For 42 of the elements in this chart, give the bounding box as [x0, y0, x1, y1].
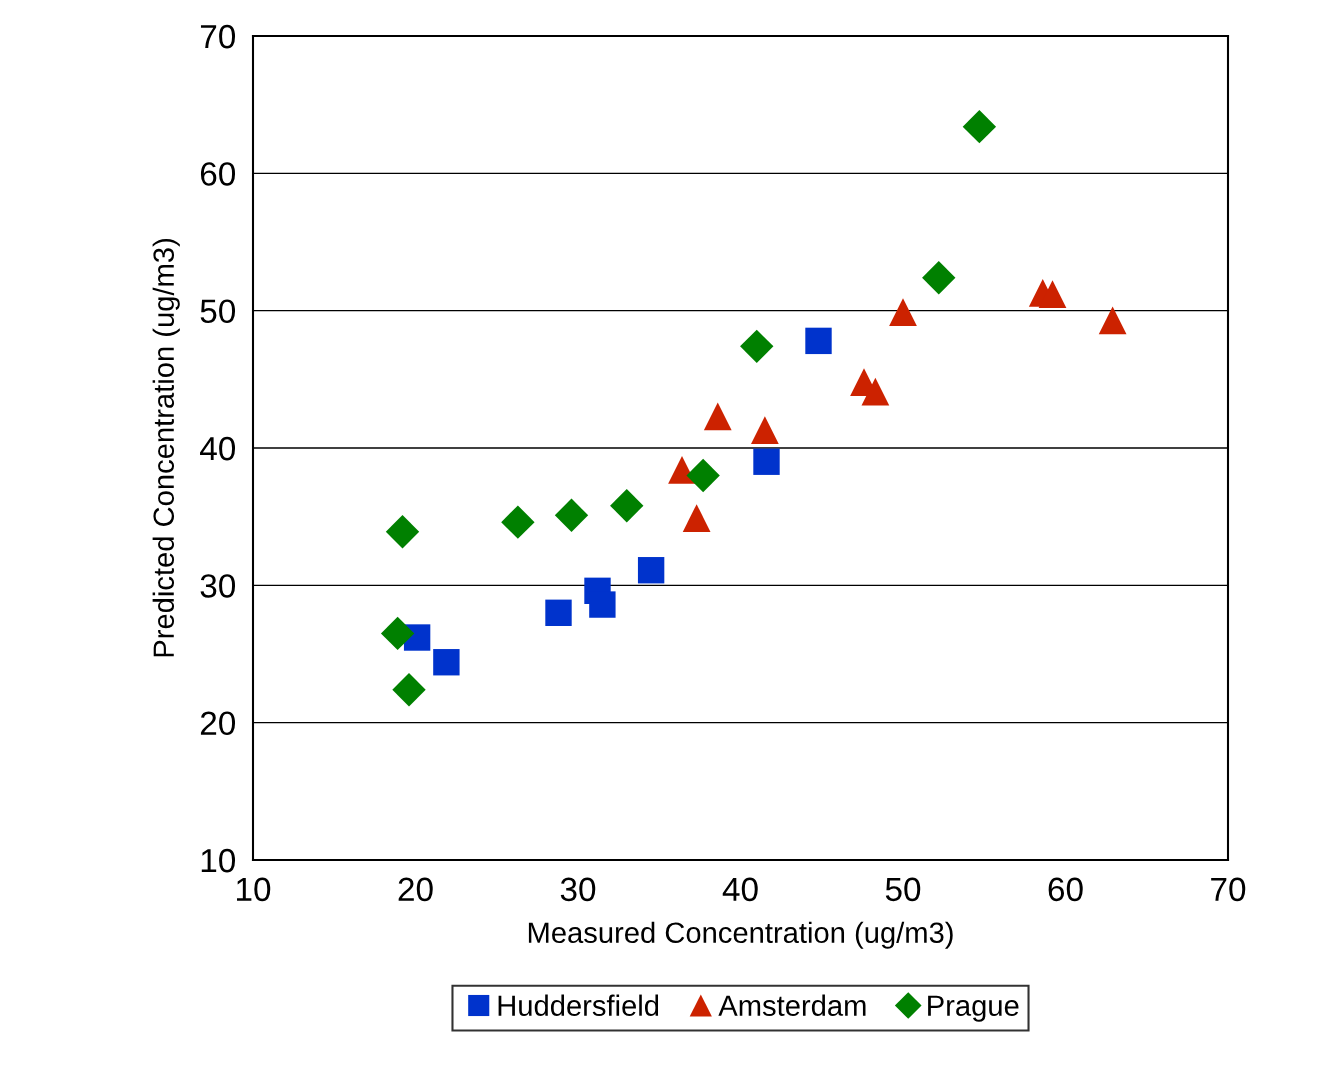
point	[501, 505, 535, 539]
y-tick-label: 40	[200, 436, 236, 461]
x-tick-label: 50	[885, 877, 921, 902]
x-tick-label: 70	[1211, 877, 1246, 902]
point	[637, 557, 665, 584]
point	[753, 448, 780, 475]
point	[922, 261, 956, 295]
point	[554, 498, 589, 532]
x-tick-label: 10	[237, 877, 271, 902]
point	[380, 616, 415, 651]
legend-label: Prague	[928, 995, 1019, 1022]
legend-label: Huddersfield	[498, 994, 659, 1016]
point	[385, 515, 420, 549]
x-tick-label: 20	[398, 877, 433, 902]
point	[610, 488, 644, 523]
x-tick-label: 30	[560, 877, 596, 902]
point	[962, 109, 997, 144]
point	[1098, 306, 1127, 335]
point	[392, 673, 426, 707]
legend-label: Amsterdam	[718, 994, 866, 1016]
point	[861, 377, 890, 406]
point	[740, 329, 774, 364]
point	[433, 649, 460, 676]
point	[750, 416, 779, 445]
y-axis-title: Predicted Concentration (ug/m3)	[152, 239, 180, 657]
x-axis-title: Measured Concentration (ug/m3)	[528, 921, 953, 949]
point	[589, 591, 616, 618]
y-tick-label: 60	[200, 162, 236, 186]
point	[686, 458, 720, 493]
point	[805, 327, 832, 355]
y-tick-label: 70	[200, 24, 236, 49]
y-tick-label: 30	[200, 574, 236, 598]
y-tick-label: 50	[200, 299, 236, 324]
y-tick-label: 10	[201, 848, 236, 873]
point	[545, 599, 572, 626]
point	[889, 298, 917, 326]
x-tick-label: 40	[722, 877, 758, 902]
y-tick-label: 20	[200, 711, 236, 736]
point	[1038, 280, 1067, 309]
point	[703, 402, 732, 431]
point	[682, 504, 711, 532]
x-tick-label: 60	[1048, 877, 1083, 902]
